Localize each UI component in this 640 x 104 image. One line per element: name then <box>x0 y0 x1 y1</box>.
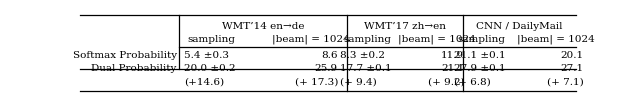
Text: 8.6: 8.6 <box>321 51 338 60</box>
Text: (+ 7.1): (+ 7.1) <box>547 78 584 87</box>
Text: sampling: sampling <box>344 35 392 44</box>
Text: (+ 9.2): (+ 9.2) <box>428 78 465 87</box>
Text: 21.1: 21.1 <box>441 64 465 73</box>
Text: Dual Probability: Dual Probability <box>92 64 177 73</box>
Text: |beam| = 1024: |beam| = 1024 <box>272 35 349 44</box>
Text: |beam| = 1024: |beam| = 1024 <box>398 35 476 44</box>
Text: 25.9: 25.9 <box>315 64 338 73</box>
Text: CNN / DailyMail: CNN / DailyMail <box>476 22 563 31</box>
Text: 20.1: 20.1 <box>560 51 584 60</box>
Text: 11.9: 11.9 <box>441 51 465 60</box>
Text: sampling: sampling <box>188 35 236 44</box>
Text: (+14.6): (+14.6) <box>184 78 224 87</box>
Text: 8.3 ±0.2: 8.3 ±0.2 <box>340 51 385 60</box>
Text: sampling: sampling <box>458 35 506 44</box>
Text: (+ 17.3): (+ 17.3) <box>294 78 338 87</box>
Text: 5.4 ±0.3: 5.4 ±0.3 <box>184 51 229 60</box>
Text: 27.9 ±0.1: 27.9 ±0.1 <box>454 64 506 73</box>
Text: WMT’14 en→de: WMT’14 en→de <box>222 22 304 31</box>
Text: 27.1: 27.1 <box>560 64 584 73</box>
Text: 17.7 ±0.1: 17.7 ±0.1 <box>340 64 392 73</box>
Text: (+ 9.4): (+ 9.4) <box>340 78 377 87</box>
Text: WMT’17 zh→en: WMT’17 zh→en <box>364 22 446 31</box>
Text: 21.1 ±0.1: 21.1 ±0.1 <box>454 51 506 60</box>
Text: (+ 6.8): (+ 6.8) <box>454 78 492 87</box>
Text: Softmax Probability: Softmax Probability <box>72 51 177 60</box>
Text: |beam| = 1024: |beam| = 1024 <box>517 35 595 44</box>
Text: 20.0 ±0.2: 20.0 ±0.2 <box>184 64 236 73</box>
